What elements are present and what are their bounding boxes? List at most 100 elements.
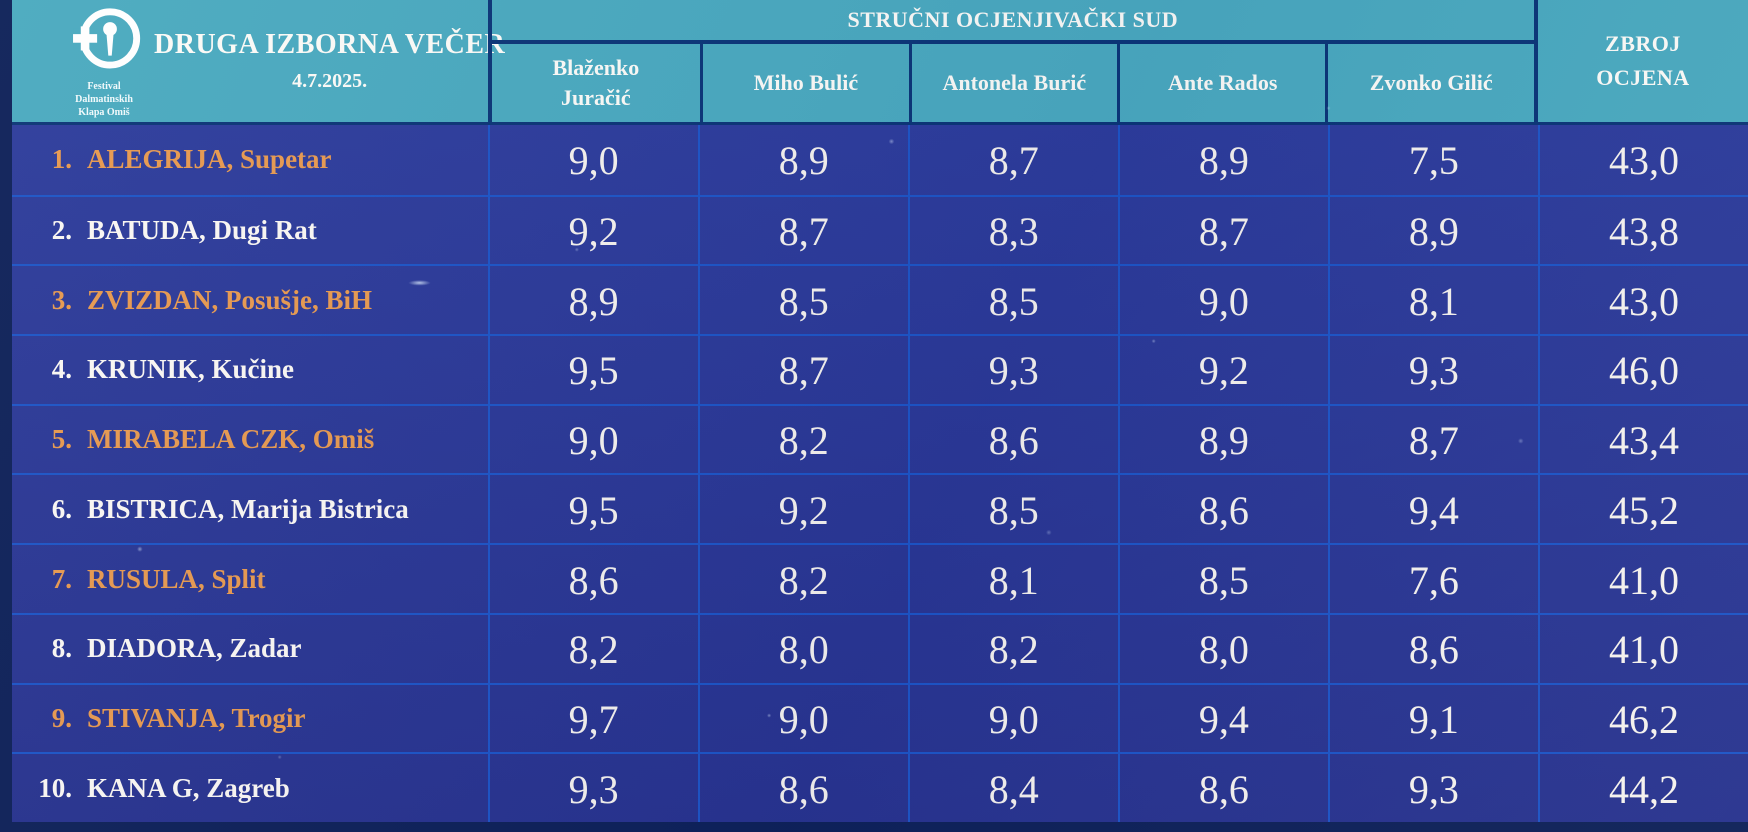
klapa-cell: 6. BISTRICA, Marija Bistrica (12, 475, 488, 543)
total-header-line: OCJENA (1596, 65, 1690, 90)
klapa-cell: 10. KANA G, Zagreb (12, 754, 488, 822)
klapa-name: ZVIZDAN, Posušje, BiH (87, 284, 373, 315)
klapa-cell: 1. ALEGRIJA, Supetar (12, 125, 488, 195)
score-cell-judge-3: 8,1 (907, 545, 1118, 613)
festival-logo: Festival Dalmatinskih Klapa Omiš (54, 4, 154, 119)
score-cell-judge-3: 8,3 (907, 196, 1118, 265)
total-score-cell: 43,8 (1537, 196, 1748, 265)
total-score-cell: 46,2 (1537, 684, 1748, 753)
score-cell-judge-2: 8,2 (697, 405, 908, 474)
table-header: Festival Dalmatinskih Klapa Omiš DRUGA I… (12, 0, 1748, 125)
rank-number: 4. (51, 354, 72, 385)
logo-text-line: Klapa Omiš (78, 106, 130, 118)
rank-number: 1. (51, 144, 72, 175)
total-header-line: ZBROJ (1605, 30, 1681, 56)
score-cell-judge-1: 8,2 (487, 614, 698, 683)
score-cell-judge-3: 8,7 (907, 125, 1118, 195)
table-row: 7. RUSULA, Split 8,6 8,2 8,1 8,5 7,6 41,… (12, 543, 1748, 613)
score-cell-judge-3: 9,3 (907, 336, 1118, 404)
klapa-name: BISTRICA, Marija Bistrica (87, 493, 409, 524)
score-cell-judge-5: 8,1 (1327, 266, 1538, 335)
score-cell-judge-2: 8,7 (697, 336, 908, 404)
score-cell-judge-1: 9,7 (487, 684, 698, 753)
rank-number: 10. (38, 772, 72, 803)
score-cell-judge-2: 9,0 (697, 684, 908, 753)
judge-name-column-header: Ante Rados (1117, 44, 1325, 122)
score-cell-judge-1: 8,6 (487, 545, 698, 613)
score-cell-judge-4: 8,9 (1117, 405, 1328, 474)
judge-name-column-header: Zvonko Gilić (1325, 44, 1533, 122)
score-cell-judge-3: 8,4 (907, 754, 1118, 822)
table-row: 1. ALEGRIJA, Supetar 9,0 8,9 8,7 8,9 7,5… (12, 125, 1748, 195)
score-cell-judge-2: 8,7 (697, 196, 908, 265)
score-cell-judge-3: 8,5 (907, 475, 1118, 544)
score-cell-judge-2: 8,6 (697, 754, 908, 822)
score-cell-judge-1: 9,0 (487, 125, 698, 195)
rank-number: 8. (51, 633, 72, 664)
score-cell-judge-2: 8,2 (697, 545, 908, 613)
score-cell-judge-5: 8,9 (1327, 196, 1538, 265)
total-score-cell: 45,2 (1537, 475, 1748, 544)
event-header-cell: Festival Dalmatinskih Klapa Omiš DRUGA I… (12, 0, 505, 122)
total-score-cell: 43,0 (1537, 266, 1748, 335)
score-cell-judge-1: 9,2 (487, 196, 698, 265)
rank-number: 3. (51, 284, 72, 315)
total-score-cell: 43,4 (1537, 405, 1748, 474)
score-cell-judge-3: 8,5 (907, 266, 1118, 335)
score-cell-judge-4: 8,7 (1117, 196, 1328, 265)
klapa-cell: 2. BATUDA, Dugi Rat (12, 197, 488, 265)
klapa-name: MIRABELA CZK, Omiš (87, 424, 375, 455)
klapa-name: RUSULA, Split (87, 563, 266, 594)
score-cell-judge-4: 8,5 (1117, 545, 1328, 613)
score-cell-judge-5: 7,6 (1327, 545, 1538, 613)
klapa-cell: 9. STIVANJA, Trogir (12, 685, 488, 753)
rank-number: 5. (51, 424, 72, 455)
score-cell-judge-5: 9,4 (1327, 475, 1538, 544)
jury-header: STRUČNI OCJENJIVAČKI SUD Blaženko Jurači… (487, 0, 1538, 122)
page-title: DRUGA IZBORNA VEČER (154, 29, 506, 60)
score-cell-judge-3: 8,6 (907, 405, 1118, 474)
score-cell-judge-3: 9,0 (907, 684, 1118, 753)
table-row: 2. BATUDA, Dugi Rat 9,2 8,7 8,3 8,7 8,9 … (12, 194, 1748, 265)
score-cell-judge-1: 8,9 (487, 266, 698, 335)
table-body: 1. ALEGRIJA, Supetar 9,0 8,9 8,7 8,9 7,5… (12, 125, 1748, 822)
total-score-cell: 43,0 (1537, 125, 1748, 195)
score-cell-judge-4: 9,0 (1117, 266, 1328, 335)
score-cell-judge-4: 8,9 (1117, 125, 1328, 195)
score-cell-judge-4: 8,6 (1117, 754, 1328, 822)
score-cell-judge-2: 8,0 (697, 614, 908, 683)
logo-text-line: Festival (87, 80, 121, 92)
klapa-name: ALEGRIJA, Supetar (87, 144, 332, 175)
score-cell-judge-1: 9,5 (487, 475, 698, 544)
score-cell-judge-1: 9,5 (487, 336, 698, 404)
score-cell-judge-2: 8,9 (697, 125, 908, 195)
table-row: 8. DIADORA, Zadar 8,2 8,0 8,2 8,0 8,6 41… (12, 612, 1748, 683)
score-cell-judge-3: 8,2 (907, 614, 1118, 683)
klapa-cell: 7. RUSULA, Split (12, 545, 488, 613)
score-cell-judge-4: 8,6 (1117, 475, 1328, 544)
table-row: 5. MIRABELA CZK, Omiš 9,0 8,2 8,6 8,9 8,… (12, 403, 1748, 474)
event-date: 4.7.2025. (292, 70, 368, 92)
score-cell-judge-5: 9,1 (1327, 684, 1538, 753)
total-score-cell: 41,0 (1537, 545, 1748, 613)
judge-name-column-header: Blaženko Juračić (552, 55, 640, 110)
event-title-block: DRUGA IZBORNA VEČER 4.7.2025. (154, 29, 519, 93)
judge-name-column-header: Antonela Burić (908, 44, 1117, 122)
festival-logo-icon (73, 7, 141, 69)
festival-logo-text: Festival Dalmatinskih Klapa Omiš (75, 80, 133, 119)
table-row: 4. KRUNIK, Kučine 9,5 8,7 9,3 9,2 9,3 46… (12, 334, 1748, 404)
score-cell-judge-1: 9,0 (487, 405, 698, 474)
score-cell-judge-5: 9,3 (1327, 336, 1538, 404)
rank-number: 9. (51, 702, 72, 733)
total-score-cell: 41,0 (1537, 614, 1748, 683)
klapa-name: KRUNIK, Kučine (87, 354, 295, 385)
logo-text-line: Dalmatinskih (75, 93, 133, 105)
judge-name-column-header: Miho Bulić (700, 44, 908, 122)
table-row: 10. KANA G, Zagreb 9,3 8,6 8,4 8,6 9,3 4… (12, 752, 1748, 822)
total-score-cell: 44,2 (1537, 754, 1748, 822)
score-cell-judge-4: 9,2 (1117, 336, 1328, 404)
score-cell-judge-2: 8,5 (697, 266, 908, 335)
score-cell-judge-2: 9,2 (697, 475, 908, 544)
judges-row: Blaženko Juračić Miho Bulić Antonela Bur… (492, 44, 1534, 122)
